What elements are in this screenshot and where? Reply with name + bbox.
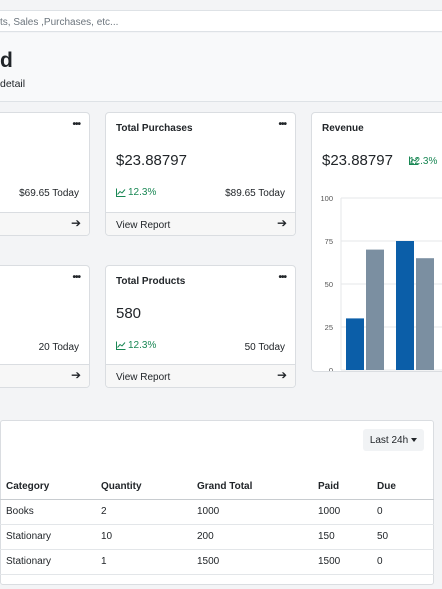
stat-card-stock: ••• 20 Today ➔ [0, 265, 90, 388]
search-input[interactable] [0, 15, 442, 29]
time-filter-label: Last 24h [369, 434, 409, 446]
page-header: d detail [0, 33, 442, 102]
page-subtitle: detail [0, 78, 26, 90]
stat-card-sales: ••• $69.65 Today ➔ [0, 112, 90, 236]
card-trend-value: 12.3% [128, 340, 157, 351]
column-header: Grand Total [197, 474, 318, 500]
card-title: Total Purchases [116, 123, 193, 134]
chart-line-icon [116, 341, 126, 350]
bar [346, 318, 364, 370]
card-value: 580 [116, 305, 142, 322]
table-header-row: Category Quantity Grand Total Paid Due [0, 474, 434, 500]
dots-icon[interactable]: ••• [72, 272, 80, 283]
card-today: $69.65 Today [19, 188, 79, 199]
stat-card-products: Total Products ••• 580 12.3% 50 Today Vi… [105, 265, 296, 388]
arrow-right-icon[interactable]: ➔ [70, 368, 81, 382]
table-cell: 0 [377, 549, 434, 575]
table-row: Books 2 1000 1000 0 [0, 499, 434, 525]
bar [396, 241, 414, 370]
dots-icon[interactable]: ••• [72, 119, 80, 130]
table-cell: 1 [101, 549, 197, 575]
column-header: Quantity [101, 474, 197, 500]
dots-icon[interactable]: ••• [278, 119, 286, 130]
table-cell: Stationary [0, 549, 101, 575]
card-title: Total Products [116, 276, 186, 287]
arrow-right-icon[interactable]: ➔ [70, 216, 81, 230]
table-cell: 150 [318, 524, 377, 550]
bar [366, 249, 384, 370]
table-row: Stationary 10 200 150 50 [0, 524, 434, 550]
table-cell: 1500 [318, 549, 377, 575]
table-cell: Books [0, 499, 101, 525]
time-filter-dropdown[interactable]: Last 24h [363, 429, 424, 451]
page-title: d [0, 49, 13, 72]
card-today: $89.65 Today [225, 188, 285, 199]
card-footer: ➔ [0, 364, 89, 387]
y-tick-label: 0 [329, 366, 333, 372]
card-footer: View Report ➔ [106, 364, 295, 387]
chart-line-icon [116, 188, 126, 197]
revenue-card: Revenue $23.88797 12.3% 0255075100JanFeb [311, 112, 442, 372]
bar [416, 258, 434, 370]
card-trend-value: 12.3% [128, 187, 157, 198]
table-cell: 0 [377, 499, 434, 525]
table-cell: Stationary [0, 524, 101, 550]
table-cell: 50 [377, 524, 434, 550]
revenue-value: $23.88797 [322, 152, 393, 169]
column-header: Category [0, 474, 101, 500]
arrow-right-icon[interactable]: ➔ [276, 216, 287, 230]
view-report-link[interactable]: View Report [116, 220, 171, 231]
revenue-trend-value: 12.3% [409, 156, 438, 167]
revenue-trend: 12.3% [409, 156, 437, 167]
view-report-link[interactable]: View Report [116, 372, 171, 383]
y-tick-label: 100 [320, 194, 333, 203]
column-header: Paid [318, 474, 377, 500]
y-tick-label: 25 [325, 323, 333, 332]
table-row: Stationary 1 1500 1500 0 [0, 549, 434, 575]
table-cell: 10 [101, 524, 197, 550]
revenue-title: Revenue [322, 123, 364, 134]
dots-icon[interactable]: ••• [278, 272, 286, 283]
card-value: $23.88797 [116, 152, 187, 169]
table-cell: 2 [101, 499, 197, 525]
column-header: Due [377, 474, 434, 500]
chart-line-icon [409, 156, 419, 165]
orders-table: Category Quantity Grand Total Paid Due B… [0, 474, 434, 575]
table-cell: 1000 [197, 499, 318, 525]
arrow-right-icon[interactable]: ➔ [276, 368, 287, 382]
table-cell: 1000 [318, 499, 377, 525]
y-tick-label: 50 [325, 280, 333, 289]
search-bar[interactable] [0, 10, 442, 32]
revenue-bar-chart: 0255075100JanFeb [320, 194, 442, 372]
card-today: 20 Today [38, 342, 79, 353]
caret-down-icon [411, 438, 418, 442]
card-trend: 12.3% [116, 340, 156, 351]
y-tick-label: 75 [325, 237, 333, 246]
table-cell: 1500 [197, 549, 318, 575]
card-today: 50 Today [244, 342, 285, 353]
stat-card-purchases: Total Purchases ••• $23.88797 12.3% $89.… [105, 112, 296, 236]
table-cell: 200 [197, 524, 318, 550]
card-footer: ➔ [0, 212, 89, 235]
card-footer: View Report ➔ [106, 212, 295, 235]
card-trend: 12.3% [116, 187, 156, 198]
